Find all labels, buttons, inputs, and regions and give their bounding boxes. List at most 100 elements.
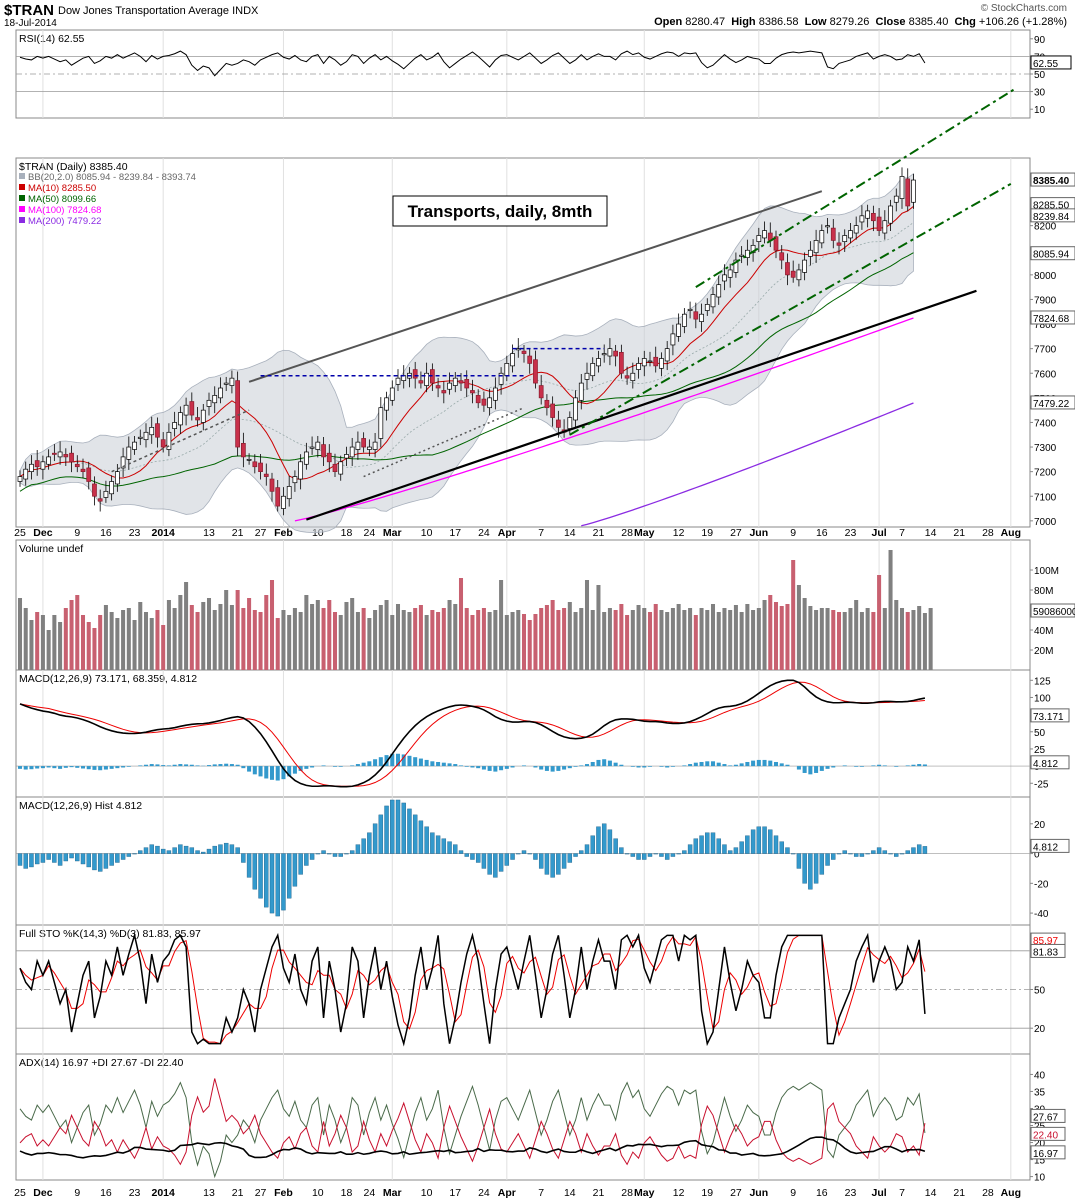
price-tick-label: 7600 <box>1034 369 1057 380</box>
candle-body <box>641 358 647 367</box>
volume-bar <box>476 610 481 670</box>
ma50-line <box>19 252 914 492</box>
macd-small-hist <box>665 766 670 768</box>
candle-body <box>458 380 464 384</box>
hist-bar <box>596 826 601 854</box>
macd-small-hist <box>751 760 756 767</box>
macd-small-hist <box>390 753 395 767</box>
hist-bar <box>401 802 406 854</box>
candle-body <box>132 441 137 450</box>
candle-body <box>636 363 641 370</box>
macd-small-hist <box>911 764 916 767</box>
volume-bar <box>390 615 395 670</box>
hist-bar <box>229 844 235 854</box>
candle-body <box>601 353 607 356</box>
macd-small-hist <box>241 766 246 769</box>
upper-trendline <box>248 190 823 383</box>
hist-bar <box>241 853 246 863</box>
candle-body <box>533 359 538 384</box>
hist-bar <box>120 853 126 860</box>
price-right-label: 7824.68 <box>1033 314 1070 325</box>
macd-small-hist <box>413 757 418 767</box>
price-panel: 8300820081008000790078007700760075007400… <box>15 157 1057 528</box>
volume-bar <box>69 600 74 670</box>
macd-small-hist <box>590 761 595 767</box>
hist-bar <box>727 850 733 854</box>
volume-bar <box>121 610 126 670</box>
candle-body <box>756 235 762 242</box>
candle-body <box>412 369 418 379</box>
hist-bar <box>143 847 149 854</box>
macd-small-hist <box>424 759 429 767</box>
volume-bar <box>132 620 137 670</box>
candle-body <box>332 463 338 472</box>
volume-bar <box>436 612 441 670</box>
price-tick-label: 7400 <box>1034 418 1057 429</box>
hist-bar <box>853 853 859 857</box>
macd-small-hist <box>882 765 887 767</box>
x-axis-label: Feb <box>274 1187 293 1199</box>
volume-bar <box>917 606 922 670</box>
macd-small-hist <box>613 762 618 767</box>
chg-label: Chg <box>954 16 976 28</box>
candle-body <box>372 441 378 450</box>
candle-body <box>802 259 808 273</box>
macd-small-hist <box>493 766 498 772</box>
candle-body <box>29 463 34 472</box>
rsi-last-label: 62.55 <box>1033 59 1058 70</box>
candle-body <box>177 412 183 426</box>
hist-bar <box>246 853 252 878</box>
candle-body <box>876 216 882 231</box>
rsi-line <box>19 50 926 77</box>
hist-bar <box>653 853 658 855</box>
candle-body <box>624 375 630 379</box>
hist-bar <box>80 853 86 865</box>
volume-bar <box>670 608 675 670</box>
macd-small-hist <box>722 764 727 767</box>
hist-bar <box>69 853 74 859</box>
volume-bar <box>791 560 796 670</box>
candle-body <box>361 438 367 448</box>
candle-body <box>578 382 584 401</box>
macd-small-hist <box>361 762 366 767</box>
volume-bar <box>899 608 905 670</box>
hist-bar <box>298 853 303 875</box>
macd-small-hist <box>762 759 767 767</box>
hist-bar <box>876 847 882 854</box>
candle-body <box>366 446 372 450</box>
legend-label: BB(20,2.0) 8085.94 - 8239.84 - 8393.74 <box>28 172 196 183</box>
volume-bar <box>510 612 515 670</box>
volume-bar <box>395 604 401 670</box>
candle-body <box>762 230 767 239</box>
macd_hist-frame <box>15 796 1031 926</box>
x-axis-label: Jul <box>872 527 887 539</box>
candle-body <box>309 446 315 449</box>
open-label: Open <box>654 16 683 28</box>
volume-bar <box>710 604 716 670</box>
annotation-box: Transports, daily, 8mth <box>392 195 608 227</box>
volume-bar <box>493 610 498 670</box>
x-axis-label: Aug <box>1001 1187 1021 1199</box>
volume-bar <box>327 600 332 670</box>
x-axis-label: 14 <box>564 527 576 539</box>
channel-lower-line <box>569 182 1012 436</box>
open-value: 8280.47 <box>685 16 726 28</box>
candle-body <box>103 490 109 498</box>
hist-bar <box>498 853 504 872</box>
macd-small-hist <box>321 765 326 767</box>
hist-bar <box>46 853 51 860</box>
x-axis-label: 9 <box>74 1187 80 1199</box>
volume-bar <box>562 608 567 670</box>
macd-small-hist <box>917 764 922 767</box>
volume-bar <box>762 600 767 670</box>
volume-bar <box>665 612 670 670</box>
legend-swatch <box>19 184 25 190</box>
macd-small-hist <box>69 766 74 768</box>
hist-bar <box>556 853 561 875</box>
macd-small-hist <box>556 766 561 771</box>
hist-bar <box>29 853 34 868</box>
hist-bar <box>115 853 120 863</box>
candle-body <box>733 259 739 273</box>
candle-body <box>246 459 252 461</box>
adx-title: ADX(14) 16.97 +DI 27.67 -DI 22.40 <box>19 1057 183 1069</box>
